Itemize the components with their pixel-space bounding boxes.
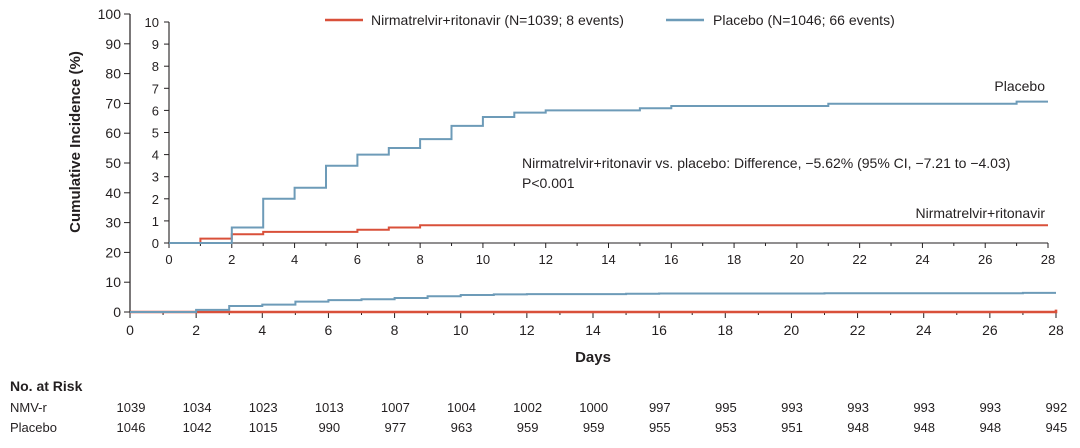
main-x-tick-label: 2 (192, 322, 200, 338)
inset-x-tick-label: 18 (727, 252, 741, 267)
risk-cell: 1015 (248, 420, 278, 435)
main-series-nirmatrelvir-line (130, 309, 1058, 314)
main-y-tick-label: 50 (105, 155, 121, 171)
inset-x-tick-label: 6 (354, 252, 361, 267)
main-x-tick-label: 14 (585, 322, 601, 338)
inset-y-tick-label: 7 (152, 81, 159, 96)
risk-cell: 1042 (182, 420, 212, 435)
risk-cell: 963 (450, 420, 473, 435)
risk-cell: 1023 (248, 400, 278, 415)
main-y-tick-label: 100 (98, 6, 122, 22)
risk-cell: 948 (913, 420, 936, 435)
risk-cell: 959 (516, 420, 539, 435)
risk-cell: 997 (648, 400, 671, 415)
inset-x-tick-label: 4 (291, 252, 298, 267)
risk-cell: 1004 (447, 400, 476, 415)
y-axis-title: Cumulative Incidence (%) (67, 51, 84, 233)
risk-cell: 993 (847, 400, 869, 415)
risk-table-title: No. at Risk (10, 378, 83, 394)
main-x-tick-label: 26 (982, 322, 998, 338)
legend-entry-placebo: Placebo (N=1046; 66 events) (713, 12, 895, 28)
inset-x-tick-label: 2 (228, 252, 235, 267)
risk-cell: 1000 (579, 400, 609, 415)
main-y-tick-label: 80 (105, 66, 121, 82)
inset-y-tick-label: 6 (152, 103, 159, 118)
main-y-tick-label: 30 (105, 215, 121, 231)
main-x-tick-label: 28 (1048, 322, 1064, 338)
inset-series-nirmatrelvir-line (169, 224, 1048, 244)
risk-cell: 992 (1045, 400, 1068, 415)
risk-cell: 955 (648, 420, 671, 435)
main-x-tick-label: 4 (258, 322, 266, 338)
risk-cell: 948 (847, 420, 869, 435)
inset-y-tick-label: 0 (152, 236, 159, 251)
main-x-tick-label: 24 (916, 322, 932, 338)
inset-y-tick-label: 10 (145, 15, 159, 30)
legend-entry-nirmatrelvir: Nirmatrelvir+ritonavir (N=1039; 8 events… (371, 12, 624, 28)
main-x-tick-label: 0 (126, 322, 134, 338)
inset-y-tick-label: 1 (152, 214, 159, 229)
inset-y-tick-label: 9 (152, 37, 159, 52)
risk-row-label: Placebo (10, 420, 57, 435)
inset-nmv-label: Nirmatrelvir+ritonavir (915, 205, 1045, 221)
risk-cell: 1002 (513, 400, 543, 415)
inset-y-tick-label: 8 (152, 59, 159, 74)
risk-cell: 993 (979, 400, 1002, 415)
risk-cell: 951 (781, 420, 803, 435)
inset-x-tick-label: 10 (476, 252, 490, 267)
risk-cell: 1034 (182, 400, 212, 415)
main-x-tick-label: 22 (850, 322, 866, 338)
inset-x-tick-label: 16 (664, 252, 678, 267)
inset-y-tick-label: 4 (152, 148, 159, 163)
inset-x-tick-label: 24 (915, 252, 929, 267)
risk-cell: 995 (715, 400, 737, 415)
main-x-tick-label: 12 (519, 322, 535, 338)
main-y-tick-label: 0 (113, 304, 121, 320)
inset-series-placebo-line (169, 100, 1048, 244)
risk-cell: 953 (715, 420, 737, 435)
inset-x-tick-label: 22 (852, 252, 866, 267)
risk-cell: 1046 (116, 420, 146, 435)
inset-y-tick-label: 3 (152, 170, 159, 185)
p-value-annotation: P<0.001 (522, 175, 575, 191)
risk-cell: 959 (582, 420, 605, 435)
main-y-tick-label: 20 (105, 244, 121, 260)
risk-cell: 993 (781, 400, 803, 415)
risk-cell: 977 (384, 420, 407, 435)
inset-x-tick-label: 14 (601, 252, 615, 267)
inset-x-tick-label: 26 (978, 252, 992, 267)
inset-x-tick-label: 0 (165, 252, 172, 267)
main-x-tick-label: 10 (453, 322, 469, 338)
risk-cell: 1013 (314, 400, 344, 415)
inset-x-tick-label: 28 (1041, 252, 1055, 267)
risk-cell: 1039 (116, 400, 146, 415)
comparison-annotation: Nirmatrelvir+ritonavir vs. placebo: Diff… (522, 155, 1010, 171)
main-x-tick-label: 20 (784, 322, 800, 338)
main-series-placebo-line (130, 291, 1056, 313)
main-y-tick-label: 70 (105, 95, 121, 111)
inset-y-tick-label: 5 (152, 126, 159, 141)
inset-x-tick-label: 8 (417, 252, 424, 267)
main-x-tick-label: 18 (717, 322, 733, 338)
main-y-tick-label: 90 (105, 36, 121, 52)
x-axis-title: Days (575, 349, 611, 366)
main-x-tick-label: 16 (651, 322, 667, 338)
risk-cell: 1007 (380, 400, 410, 415)
risk-row-label: NMV-r (10, 400, 47, 415)
inset-x-tick-label: 12 (538, 252, 552, 267)
main-y-tick-label: 10 (105, 274, 121, 290)
main-x-tick-label: 6 (325, 322, 333, 338)
main-x-tick-label: 8 (391, 322, 399, 338)
risk-cell: 993 (913, 400, 936, 415)
main-y-tick-label: 40 (105, 185, 121, 201)
main-y-tick-label: 60 (105, 125, 121, 141)
risk-cell: 945 (1045, 420, 1068, 435)
inset-placebo-label: Placebo (994, 78, 1045, 94)
inset-x-tick-label: 20 (790, 252, 804, 267)
risk-cell: 948 (979, 420, 1002, 435)
risk-cell: 990 (318, 420, 341, 435)
inset-y-tick-label: 2 (152, 192, 159, 207)
